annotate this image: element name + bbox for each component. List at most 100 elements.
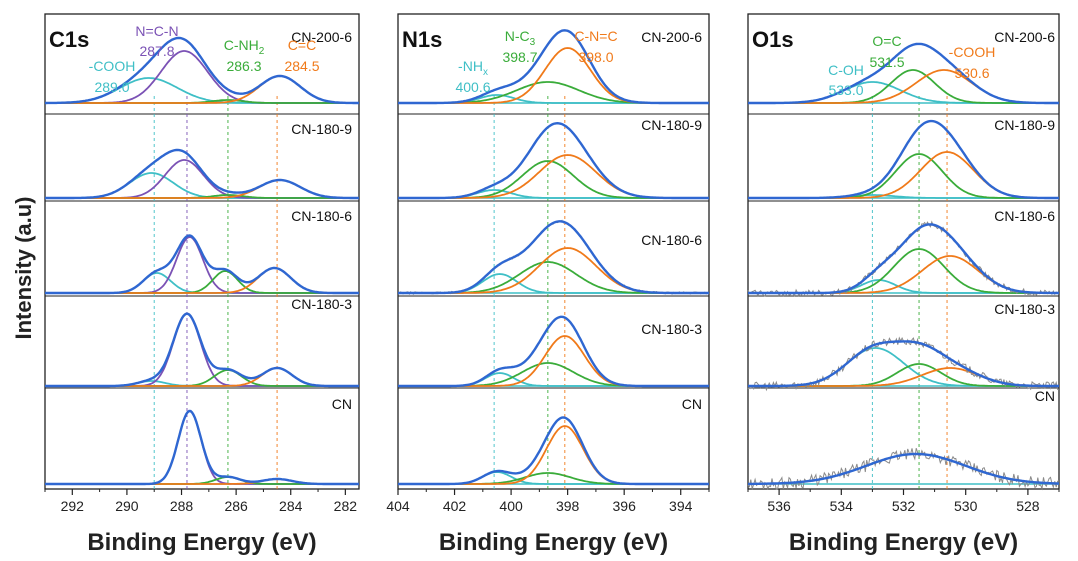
annotation-value-nc3: 398.7 (502, 49, 537, 65)
annotation-value-nhx: 400.6 (455, 79, 490, 95)
spectrum-cn-180-3 (398, 315, 709, 388)
spectrum-cn-180-3 (747, 336, 1060, 392)
annotation-value-cooh: 289.0 (94, 79, 129, 95)
envelope-fit-line (45, 409, 359, 486)
annotation-label-coh: C-OH (828, 62, 864, 78)
sample-label: CN-180-9 (641, 117, 702, 133)
x-tick-label: 528 (1016, 498, 1040, 514)
x-tick-label: 288 (170, 498, 194, 514)
panel-frame (397, 13, 710, 490)
spectrum-cn-200-6 (748, 42, 1059, 105)
component-peak (748, 81, 1059, 104)
x-tick-label: 398 (556, 498, 580, 514)
sample-label: CN-200-6 (641, 29, 702, 45)
spectrum-cn (398, 416, 709, 486)
panel-frame (747, 13, 1060, 490)
sample-label: CN-180-3 (641, 321, 702, 337)
sample-label: CN-180-6 (291, 208, 352, 224)
sample-label: CN-180-6 (994, 208, 1055, 224)
component-peak (398, 47, 709, 104)
annotation-label-cooh: -COOH (89, 58, 136, 74)
annotation-label-cc: C=C (288, 37, 316, 53)
sample-label: CN (332, 396, 352, 412)
annotation-label-nc3: N-C3 (505, 28, 536, 48)
sample-label: CN-200-6 (291, 29, 352, 45)
x-axis-label: Binding Energy (eV) (87, 529, 316, 556)
component-peak (748, 69, 1059, 104)
component-peak (748, 248, 1059, 294)
component-peak (748, 347, 1059, 387)
annotation-value-ncn: 287.8 (139, 43, 174, 59)
annotation-label-cnh2: C-NH2 (224, 37, 265, 57)
panel-frame (44, 13, 360, 490)
x-tick-label: 402 (443, 498, 467, 514)
spectrum-cn (747, 448, 1060, 491)
sample-label: CN-200-6 (994, 29, 1055, 45)
x-tick-label: 530 (954, 498, 978, 514)
envelope-fit-line (748, 223, 1059, 295)
y-axis-label: Intensity (a.u) (11, 196, 36, 339)
envelope-fit-line (45, 36, 359, 105)
sample-label: CN-180-9 (291, 121, 352, 137)
sample-label: CN-180-6 (641, 232, 702, 248)
panel-title: O1s (752, 27, 794, 52)
spectrum-cn-180-3 (45, 312, 359, 388)
annotation-label-nhx: -NHx (458, 58, 488, 78)
component-peak (748, 69, 1059, 104)
spectrum-cn (45, 409, 359, 486)
x-tick-label: 536 (767, 498, 791, 514)
spectrum-cn-180-9 (45, 148, 359, 200)
envelope-fit-line (45, 148, 359, 200)
spectrum-cn-200-6 (398, 29, 709, 105)
component-peak (748, 255, 1059, 294)
annotation-value-cnc: 398.0 (578, 49, 613, 65)
component-peak (45, 270, 359, 294)
sample-label: CN (1035, 388, 1055, 404)
component-peak (45, 410, 359, 485)
annotation-value-cooh: 530.6 (954, 65, 989, 81)
component-peak (398, 335, 709, 387)
raw-data-line (45, 410, 359, 485)
component-peak (398, 247, 709, 294)
component-peak (398, 273, 709, 294)
component-peak (398, 472, 709, 485)
x-tick-label: 396 (613, 498, 637, 514)
component-peak (45, 313, 359, 387)
annotation-value-coh: 533.0 (828, 82, 863, 98)
annotation-label-cooh: -COOH (949, 44, 996, 60)
component-peak (398, 81, 709, 104)
x-tick-label: 284 (279, 498, 303, 514)
sample-label: CN-180-9 (994, 117, 1055, 133)
component-peak (45, 172, 359, 199)
sample-label: CN-180-3 (994, 301, 1055, 317)
x-tick-label: 532 (892, 498, 916, 514)
x-axis-label: Binding Energy (eV) (789, 529, 1018, 556)
annotation-label-ncn: N=C-N (135, 23, 178, 39)
spectrum-cn-180-9 (398, 121, 709, 200)
component-peak (398, 425, 709, 485)
panel-title: C1s (49, 27, 89, 52)
component-peak (398, 261, 709, 294)
sample-label: CN-180-3 (291, 296, 352, 312)
annotation-label-cnc: C-N=C (574, 28, 617, 44)
component-peak (398, 362, 709, 387)
envelope-fit-line (748, 119, 1059, 200)
x-tick-label: 394 (669, 498, 693, 514)
envelope-fit-line (398, 29, 709, 105)
panel-c1s: 292 290 288 286 284 282 Binding Energy (eV) C1s… (44, 13, 360, 556)
annotation-value-cnh2: 286.3 (226, 58, 261, 74)
spectrum-cn-200-6 (45, 36, 359, 105)
component-peak (398, 372, 709, 387)
envelope-fit-line (45, 312, 359, 388)
annotation-value-oc: 531.5 (869, 54, 904, 70)
spectrum-cn-180-6 (747, 220, 1060, 298)
panel-title: N1s (402, 27, 442, 52)
component-peak (748, 153, 1059, 199)
raw-data-line (45, 234, 359, 294)
raw-data-line (45, 313, 359, 387)
component-peak (398, 160, 709, 199)
component-peak (45, 236, 359, 294)
envelope-fit-line (748, 42, 1059, 105)
x-tick-label: 286 (224, 498, 248, 514)
